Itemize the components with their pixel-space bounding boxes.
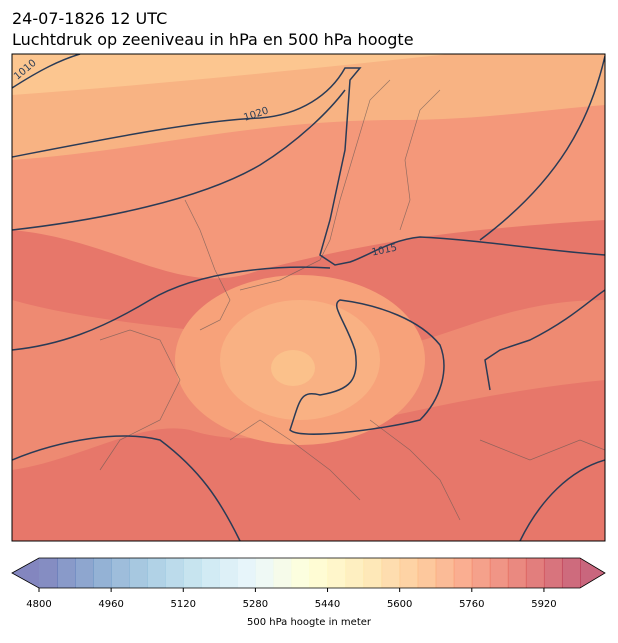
isobar <box>519 459 605 541</box>
colorbar-tick-label: 4960 <box>98 599 123 610</box>
colorbar-bin <box>291 558 310 588</box>
isobar <box>12 67 605 266</box>
colorbar-bin <box>363 558 383 588</box>
colorbar: 4800 4960 5120 5280 5440 5600 5760 5920 <box>11 557 606 610</box>
colorbar-bin <box>255 558 274 588</box>
isobar <box>289 299 445 435</box>
colorbar-bin <box>147 558 166 588</box>
colorbar-bin <box>183 558 202 588</box>
colorbar-tick-label: 5600 <box>387 599 412 610</box>
colorbar-bin <box>129 558 148 588</box>
colorbar-bin <box>57 558 76 588</box>
colorbar-bin <box>435 558 455 588</box>
colorbar-bin <box>507 558 527 588</box>
title-date: 24-07-1826 12 UTC <box>12 9 167 28</box>
height-field <box>12 54 450 95</box>
colorbar-bin <box>543 558 563 588</box>
colorbar-label: 500 hPa hoogte in meter <box>247 617 372 628</box>
title-text: Luchtdruk op zeeniveau in hPa en 500 hPa… <box>12 30 414 49</box>
colorbar-bin <box>489 558 509 588</box>
colorbar-bin <box>345 558 365 588</box>
colorbar-tick-label: 5440 <box>315 599 340 610</box>
colorbar-bin <box>453 558 473 588</box>
colorbar-bin <box>381 558 401 588</box>
colorbar-bin <box>75 558 94 588</box>
colorbar-tick-label: 4800 <box>26 599 51 610</box>
colorbar-bin <box>309 558 329 588</box>
map: 1010 1020 1015 <box>12 54 605 541</box>
isobar <box>12 89 346 231</box>
colorbar-bin <box>111 558 130 588</box>
colorbar-bin <box>201 558 220 588</box>
colorbar-bin <box>399 558 419 588</box>
height-field <box>271 350 315 386</box>
colorbar-bin <box>93 558 112 588</box>
colorbar-bin <box>39 558 58 588</box>
isobar <box>12 435 241 541</box>
map-frame <box>11 53 606 542</box>
isobar-label: 1015 <box>371 243 398 259</box>
colorbar-bin <box>219 558 238 588</box>
colorbar-bin <box>165 558 184 588</box>
colorbar-tick-label: 5920 <box>531 599 556 610</box>
colorbar-tick-label: 5280 <box>243 599 268 610</box>
isobar <box>12 54 81 89</box>
coastline <box>99 79 605 521</box>
colorbar-extend <box>12 558 39 588</box>
colorbar-extend <box>580 558 605 588</box>
colorbar-bin <box>237 558 256 588</box>
colorbar-tick-label: 5120 <box>171 599 196 610</box>
colorbar-bin <box>327 558 347 588</box>
colorbar-bin <box>525 558 545 588</box>
colorbar-bin <box>471 558 491 588</box>
colorbar-bin <box>273 558 292 588</box>
colorbar-tick-label: 5760 <box>459 599 484 610</box>
isobar <box>484 289 605 391</box>
colorbar-bin <box>561 558 581 588</box>
isobar <box>479 55 605 241</box>
isobar <box>12 266 331 351</box>
colorbar-bin <box>417 558 437 588</box>
